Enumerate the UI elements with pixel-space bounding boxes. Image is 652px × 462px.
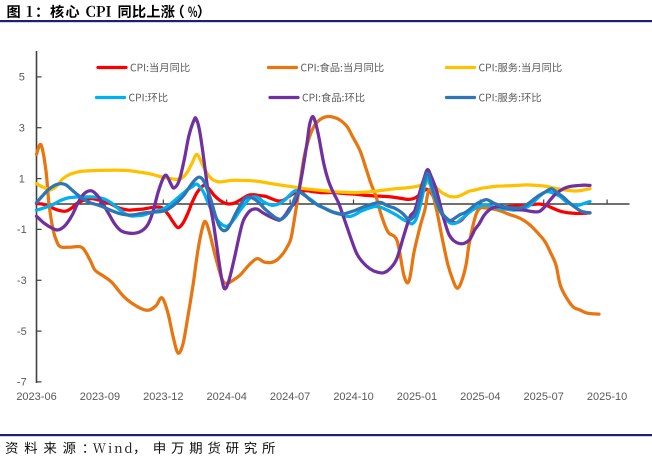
svg-text:2023-12: 2023-12 xyxy=(143,391,183,403)
svg-text:2023-06: 2023-06 xyxy=(16,391,56,403)
svg-text:2025-07: 2025-07 xyxy=(524,391,564,403)
svg-text:2025-04: 2025-04 xyxy=(460,391,500,403)
svg-text:-3: -3 xyxy=(17,275,27,287)
svg-text:2024-04: 2024-04 xyxy=(207,391,247,403)
svg-text:-1: -1 xyxy=(17,224,27,236)
svg-text:2023-09: 2023-09 xyxy=(80,391,120,403)
svg-text:3: 3 xyxy=(19,123,25,135)
svg-text:1: 1 xyxy=(19,173,25,185)
svg-text:5: 5 xyxy=(19,72,25,84)
svg-text:2024-07: 2024-07 xyxy=(270,391,310,403)
svg-text:-5: -5 xyxy=(17,326,27,338)
svg-text:2025-10: 2025-10 xyxy=(587,391,627,403)
svg-text:2024-10: 2024-10 xyxy=(333,391,373,403)
svg-text:-7: -7 xyxy=(17,377,27,389)
svg-text:2025-01: 2025-01 xyxy=(397,391,437,403)
